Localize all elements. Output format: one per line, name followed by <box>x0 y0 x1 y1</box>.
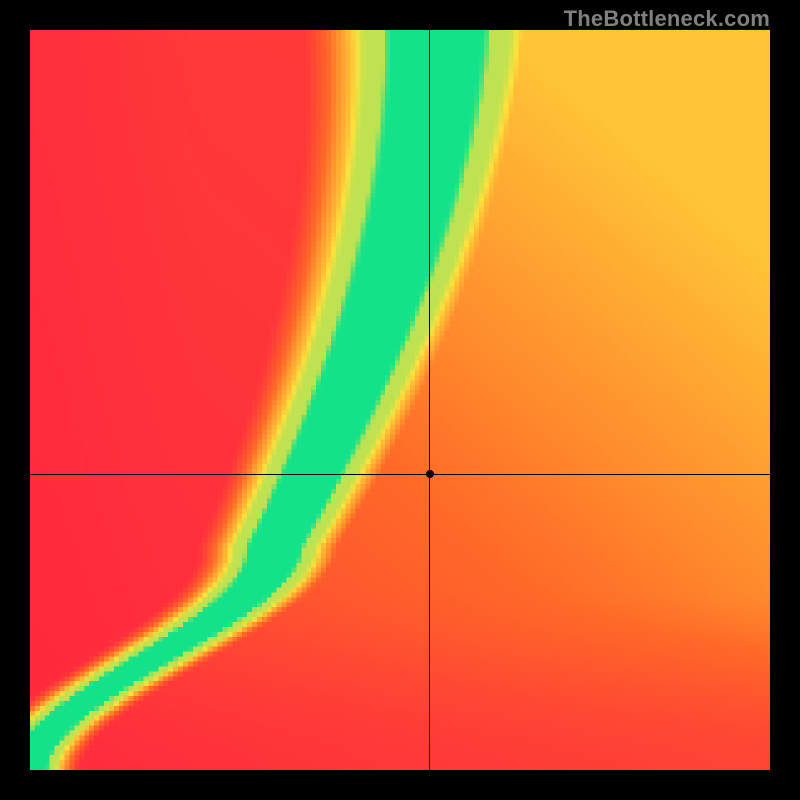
crosshair-vertical <box>429 30 430 770</box>
crosshair-marker <box>426 470 434 478</box>
watermark-text: TheBottleneck.com <box>564 6 770 32</box>
chart-container: TheBottleneck.com <box>0 0 800 800</box>
heatmap-canvas <box>30 30 770 770</box>
crosshair-horizontal <box>30 474 770 475</box>
